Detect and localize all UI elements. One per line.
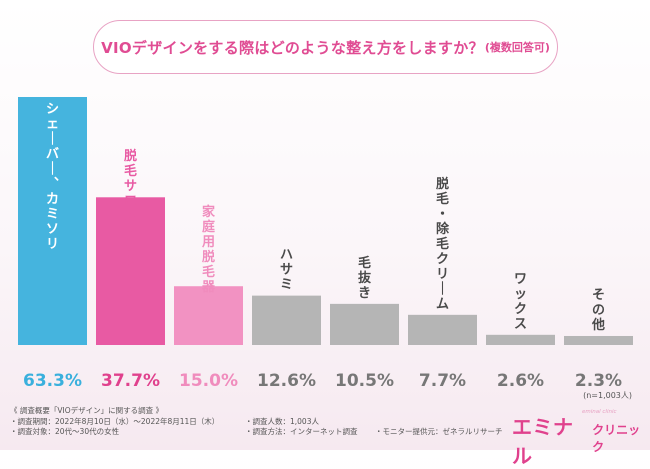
value-label-4: 12.6% — [257, 371, 316, 391]
survey-footnotes: 《 調査概要「VIOデザイン」に関する調査 》 ・調査期間：2022年8月10日… — [10, 406, 503, 438]
value-label-3: 15.0% — [179, 371, 238, 391]
bar-label-7: ワックス — [514, 272, 527, 332]
bar-label-1: シェ｜バ｜︑カミソリ — [46, 102, 59, 252]
sample-size-note: (n=1,003人) — [583, 391, 632, 400]
brand-logo: エミナル クリニック — [512, 411, 650, 469]
value-label-8: 2.3% — [575, 371, 622, 391]
bar-label-6: 脱毛・除毛クリ｜ム — [436, 176, 450, 312]
bar-chart: シェ｜バ｜︑カミソリ 63.3% 脱毛サロン・クリニック 37.7% 家庭用脱毛器 15.… — [18, 97, 633, 400]
chart-title-box: VIOデザインをする際はどのような整え方をしますか？ (複数回答可) — [93, 20, 558, 74]
bar-label-3: 家庭用脱毛器 — [201, 204, 216, 295]
value-label-7: 2.6% — [497, 371, 544, 391]
bar-label-2: 脱毛サロン・クリニック — [124, 148, 137, 314]
footnote-period: ・調査期間：2022年8月10日（水）～2022年8月11日（木） — [10, 416, 220, 426]
brand-tagline: eminal clinic — [582, 409, 617, 415]
footnote-method: ・調査方法：インターネット調査 — [245, 427, 358, 436]
footnote-provider: ・モニター提供元：ゼネラルリサーチ — [375, 427, 503, 436]
chart-title-note: (複数回答可) — [484, 41, 550, 54]
bar-4 — [252, 295, 321, 345]
value-label-6: 7.7% — [419, 371, 466, 391]
chart-title: VIOデザインをする際はどのような整え方をしますか？ — [101, 38, 484, 57]
footnote-heading: 《 調査概要「VIOデザイン」に関する調査 》 — [10, 406, 164, 415]
bar-label-4: ハサミ — [280, 248, 293, 293]
value-label-1: 63.3% — [23, 371, 82, 391]
bar-label-8: その他 — [591, 288, 605, 333]
bar-2 — [96, 197, 165, 345]
bar-1 — [18, 97, 87, 345]
value-label-2: 37.7% — [101, 371, 160, 391]
footnote-target: ・調査対象：20代～30代の女性 — [10, 427, 120, 436]
value-label-5: 10.5% — [335, 371, 394, 391]
bar-8 — [564, 335, 633, 345]
bar-7 — [486, 334, 555, 345]
bar-6 — [408, 314, 477, 345]
bar-label-5: 毛抜き — [358, 255, 372, 301]
bar-3 — [174, 286, 243, 345]
footnote-respondents: ・調査人数：1,003人 — [245, 416, 319, 426]
brand-name: エミナル — [512, 415, 574, 468]
bar-5 — [330, 303, 399, 345]
